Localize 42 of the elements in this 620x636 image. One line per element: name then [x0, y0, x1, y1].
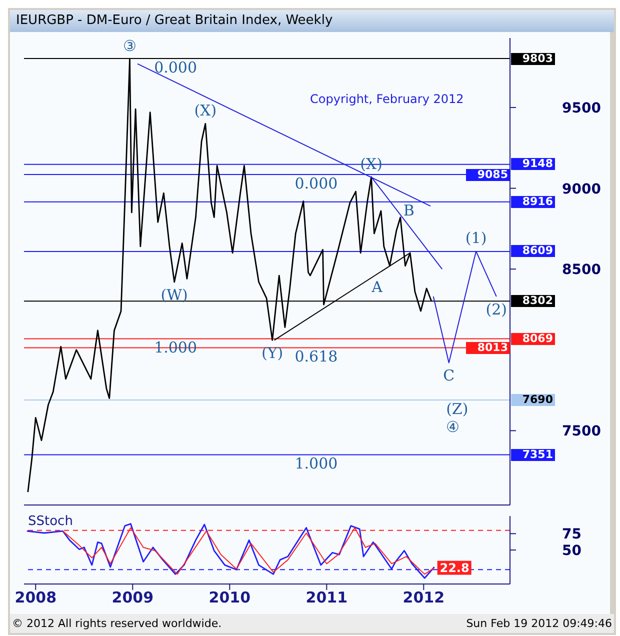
annotation: (X)	[194, 102, 217, 120]
annotation: B	[403, 202, 414, 220]
y-tick-label: 75	[562, 526, 582, 543]
x-tick-label: 2008	[14, 588, 57, 607]
ref-line-label: 9803	[511, 52, 555, 65]
annotation: (1)	[465, 229, 487, 248]
annotation: Copyright, February 2012	[310, 92, 464, 106]
annotation: 0.000	[294, 174, 338, 192]
ref-line-label: 7351	[511, 448, 555, 461]
y-tick-label: 50	[562, 542, 582, 559]
x-tick-label: 2011	[306, 588, 348, 607]
annotation: 1.000	[294, 454, 338, 473]
x-tick-label: 2010	[208, 588, 251, 607]
annotation: (2)	[486, 300, 508, 318]
y-tick-label: 9000	[562, 181, 602, 198]
ref-line-label: 8302	[511, 294, 555, 308]
x-tick-label: 2012	[402, 588, 445, 607]
data-label: 22.8	[440, 561, 470, 576]
ref-line-label: 8609	[511, 244, 555, 258]
ref-line-label: 9085	[466, 168, 510, 181]
ref-line-label: 9148	[511, 157, 555, 170]
annotation: (Y)	[262, 344, 284, 362]
annotation: 0.618	[294, 348, 338, 366]
y-tick-label: 7500	[562, 424, 602, 440]
ref-line-label: 8013	[466, 340, 510, 354]
annotation: A	[370, 278, 383, 296]
annotation: ③	[123, 36, 136, 55]
text: © 2012 All rights reserved worldwide.	[12, 617, 222, 630]
ref-line-label: 8916	[511, 194, 555, 208]
annotation: (Z)	[446, 400, 468, 418]
y-tick-label: 8500	[562, 262, 602, 278]
annotation: 0.000	[154, 58, 198, 76]
annotation: C	[443, 366, 455, 385]
y-tick-label: 9500	[562, 100, 602, 116]
chart-title: SStoch	[28, 514, 73, 529]
ref-line-label: 8069	[511, 332, 555, 345]
annotation: ④	[446, 418, 460, 436]
x-tick-label: 2009	[112, 588, 154, 607]
annotation: (W)	[160, 286, 188, 304]
chart-title: IEURGBP - DM-Euro / Great Britain Index, Weekly	[10, 10, 614, 32]
text: Sun Feb 19 2012 09:49:46	[466, 617, 612, 630]
ref-line-label: 7690	[511, 392, 555, 406]
